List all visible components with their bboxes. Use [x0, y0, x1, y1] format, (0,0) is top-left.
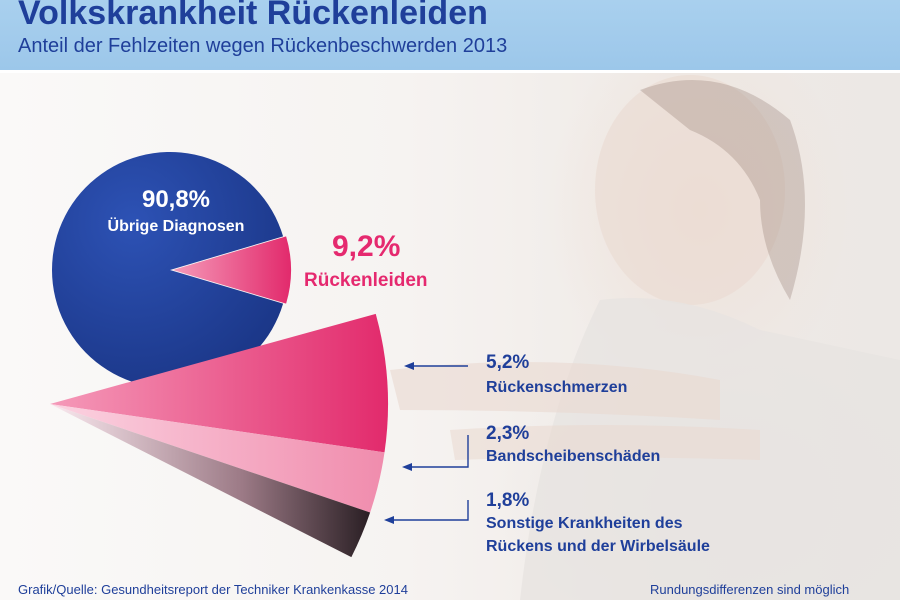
source-note: Grafik/Quelle: Gesundheitsreport der Tec… [18, 582, 408, 597]
breakdown-value-back-pain: 5,2% [486, 352, 530, 373]
slice-label-value-main: 90,8% [141, 186, 211, 213]
breakdown-name-other-line1: Sonstige Krankheiten des [486, 515, 683, 532]
breakdown-value-disc: 2,3% [486, 423, 530, 444]
slice-label-value-back: 9,2% [332, 230, 401, 263]
arrow-disc [402, 435, 469, 471]
fan-slice-back-pain [50, 313, 388, 453]
fan-slice-disc [50, 404, 385, 513]
pie-slice-main [51, 151, 284, 388]
arrow-back-pain [404, 362, 468, 370]
header-divider [0, 70, 900, 73]
arrow-other [384, 500, 469, 524]
breakdown-value-other: 1,8% [486, 490, 530, 511]
page-subtitle: Anteil der Fehlzeiten wegen Rückenbeschw… [18, 35, 508, 57]
slice-label-name-main: Übrige Diagnosen [107, 218, 245, 235]
breakdown-name-disc: Bandscheibenschäden [486, 448, 661, 465]
slice-label-name-back: Rückenleiden [304, 270, 428, 291]
pie-slice-back [173, 236, 291, 304]
rounding-note: Rundungsdifferenzen sind möglich [650, 582, 850, 597]
page-title: Volkskrankheit Rückenleiden [18, 0, 488, 32]
fan-slice-other [50, 404, 371, 558]
breakdown-name-other-line2: Rückens und der Wirbelsäule [486, 538, 710, 555]
breakdown-name-back-pain: Rückenschmerzen [486, 379, 628, 396]
header-bar: Volkskrankheit Rückenleiden Anteil der F… [0, 0, 900, 70]
